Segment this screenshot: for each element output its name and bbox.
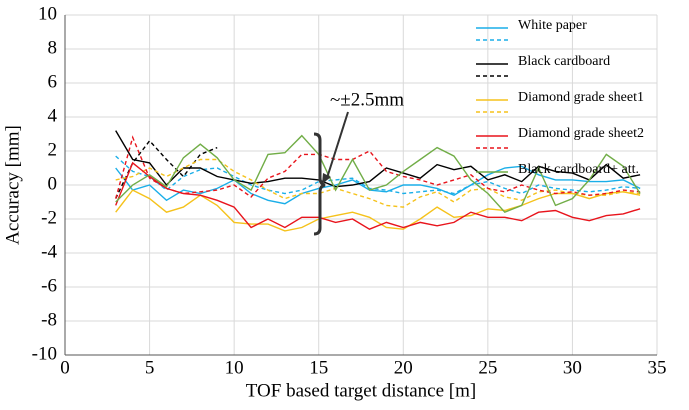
x-tick-label: 25 (478, 357, 497, 378)
brace (313, 132, 326, 236)
line (115, 165, 641, 205)
y-tick-label: -8 (41, 309, 57, 330)
legend-label: White paper (518, 18, 587, 33)
arrow-head (322, 173, 331, 184)
y-tick-label: 4 (48, 105, 58, 126)
x-tick-label: 20 (394, 357, 413, 378)
x-tick-label: 15 (309, 357, 328, 378)
dashed-line (115, 135, 641, 199)
y-tick-label: -2 (41, 207, 57, 228)
y-tick-label: 8 (48, 37, 58, 58)
legend-label: Diamond grade sheet2 (518, 126, 644, 141)
y-axis-label: Accuracy [mm] (2, 125, 23, 245)
y-tick-label: -4 (41, 241, 57, 262)
lines (115, 130, 641, 232)
line (115, 130, 641, 188)
line (115, 189, 641, 232)
y-tick-label: 6 (48, 71, 58, 92)
line (115, 161, 641, 230)
annotation-arrow (326, 111, 349, 179)
legend-label: Diamond grade sheet1 (518, 90, 644, 105)
legend-label: Black cardboard (518, 54, 610, 69)
dashed-line (115, 139, 218, 199)
annotation: ~±2.5mm (330, 89, 404, 110)
y-tick-label: 2 (48, 139, 58, 160)
y-tick-label: -6 (41, 275, 57, 296)
x-tick-label: 35 (648, 357, 667, 378)
y-tick-label: 10 (38, 3, 57, 24)
x-tick-label: 30 (563, 357, 582, 378)
y-tick-label: -10 (32, 343, 57, 364)
line (115, 134, 641, 214)
dashed-line (115, 155, 641, 195)
y-tick-label: 0 (48, 173, 58, 194)
x-tick-label: 0 (60, 357, 70, 378)
x-tick-label: 5 (145, 357, 155, 378)
x-tick-label: 10 (225, 357, 244, 378)
legend-label: Black cardboard+ att. (518, 162, 639, 177)
x-axis-label: TOF based target distance [m] (246, 380, 476, 401)
